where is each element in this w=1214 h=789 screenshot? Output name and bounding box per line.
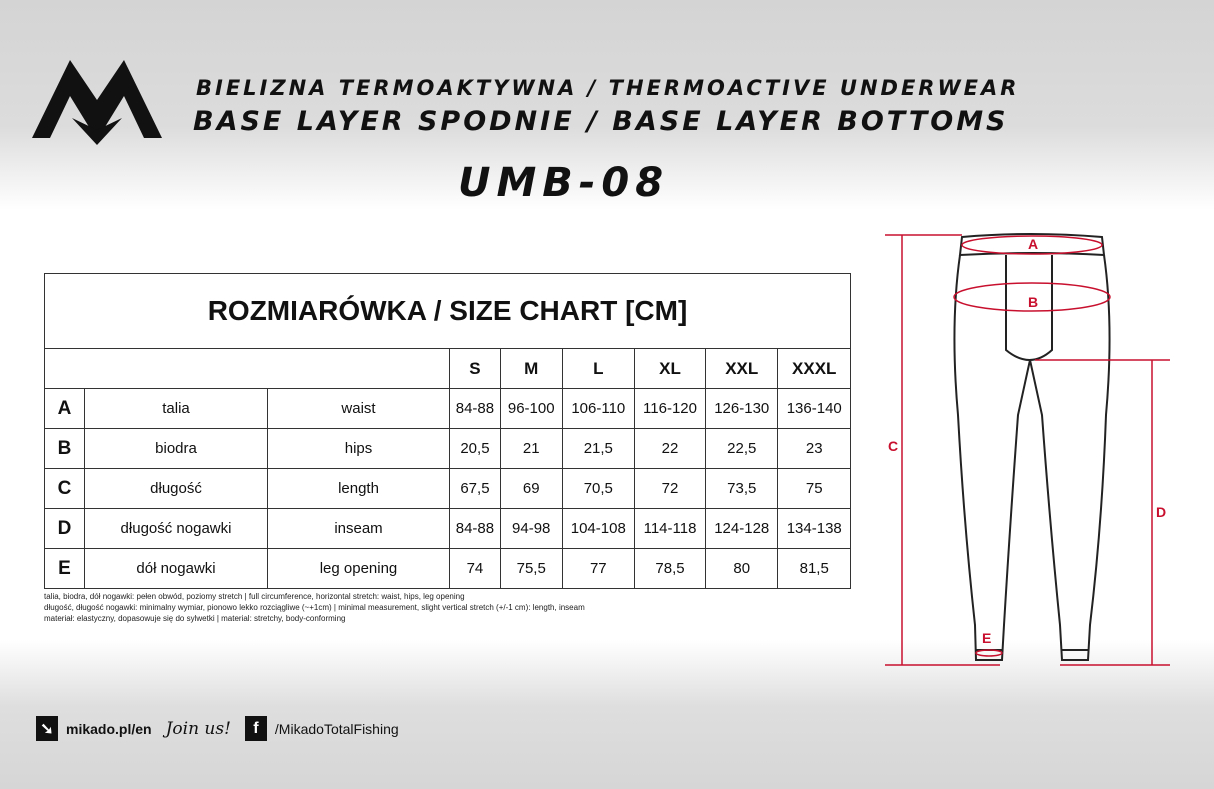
size-value: 73,5 [705, 468, 779, 509]
size-value: 81,5 [777, 548, 851, 589]
table-row: E dół nogawki leg opening 74 75,5 77 78,5 80 8… [44, 548, 851, 589]
footer: ➘ mikado.pl/en Join us! f /MikadoTotalFi… [36, 716, 399, 741]
row-label-pl: długość [84, 468, 268, 509]
size-value: 104-108 [561, 508, 636, 549]
table-row: D długość nogawki inseam 84-88 94-98 104-10… [44, 508, 851, 549]
row-label-pl: długość nogawki [84, 508, 268, 549]
table-title: ROZMIARÓWKA / SIZE CHART [CM] [44, 273, 851, 349]
size-value: 77 [561, 548, 636, 589]
pants-diagram: A B C D E [885, 233, 1170, 666]
size-value: 20,5 [449, 428, 501, 469]
size-value: 126-130 [705, 388, 779, 429]
size-l: L [561, 348, 636, 389]
cursor-icon: ➘ [36, 716, 58, 741]
size-xxxl: XXXL [777, 348, 851, 389]
row-label-en: inseam [267, 508, 450, 549]
note: długość, długość nogawki: minimalny wymi… [44, 603, 585, 612]
label-c: C [888, 438, 898, 454]
size-value: 23 [777, 428, 851, 469]
size-value: 70,5 [561, 468, 636, 509]
row-label-en: waist [267, 388, 450, 429]
size-header-row: S M L XL XXL XXXL [44, 348, 851, 389]
size-value: 75 [777, 468, 851, 509]
size-value: 67,5 [449, 468, 501, 509]
size-value: 22 [634, 428, 707, 469]
row-letter: D [44, 508, 85, 549]
size-value: 124-128 [705, 508, 779, 549]
note: materiał: elastyczny, dopasowuje się do … [44, 614, 346, 623]
table-row: C długość length 67,5 69 70,5 72 73,5 75 [44, 468, 851, 509]
size-xxl: XXL [705, 348, 779, 389]
table-row: A talia waist 84-88 96-100 106-110 116-120 12… [44, 388, 851, 429]
row-letter: B [44, 428, 85, 469]
join-us-text: Join us! [165, 718, 231, 739]
label-b: B [1028, 294, 1038, 310]
header-line1: Bielizna termoaktywna / Thermoactive und… [196, 76, 1020, 100]
size-value: 21,5 [561, 428, 636, 469]
size-value: 116-120 [634, 388, 707, 429]
size-value: 75,5 [499, 548, 563, 589]
row-letter: A [44, 388, 85, 429]
size-value: 80 [705, 548, 779, 589]
label-a: A [1028, 236, 1038, 252]
size-value: 134-138 [777, 508, 851, 549]
model-code: UMB-08 [458, 160, 670, 206]
label-e: E [982, 630, 991, 646]
row-label-pl: dół nogawki [84, 548, 268, 589]
size-value: 22,5 [705, 428, 779, 469]
background-bottom [0, 640, 1214, 789]
size-value: 74 [449, 548, 501, 589]
size-value: 72 [634, 468, 707, 509]
size-value: 78,5 [634, 548, 707, 589]
row-letter: E [44, 548, 85, 589]
header-line2: Base layer spodnie / Base layer bottoms [193, 106, 1009, 137]
row-letter: C [44, 468, 85, 509]
background-top [0, 0, 1214, 210]
size-value: 96-100 [499, 388, 563, 429]
label-d: D [1156, 504, 1166, 520]
size-chart-table: ROZMIARÓWKA / SIZE CHART [CM] S M L XL X… [44, 273, 851, 589]
size-xl: XL [634, 348, 707, 389]
footnotes: talia, biodra, dół nogawki: pełen obwód,… [44, 591, 585, 624]
size-value: 84-88 [449, 388, 501, 429]
size-value: 106-110 [561, 388, 636, 429]
note: talia, biodra, dół nogawki: pełen obwód,… [44, 592, 465, 601]
size-value: 84-88 [449, 508, 501, 549]
website-link[interactable]: mikado.pl/en [66, 720, 152, 737]
table-row: B biodra hips 20,5 21 21,5 22 22,5 23 [44, 428, 851, 469]
size-m: M [499, 348, 563, 389]
size-s: S [449, 348, 501, 389]
row-label-pl: talia [84, 388, 268, 429]
row-label-en: leg opening [267, 548, 450, 589]
size-value: 21 [499, 428, 563, 469]
facebook-link[interactable]: /MikadoTotalFishing [274, 720, 399, 737]
facebook-icon[interactable]: f [244, 716, 267, 741]
size-value: 94-98 [499, 508, 563, 549]
measure-lines [885, 234, 1170, 666]
size-value: 114-118 [634, 508, 707, 549]
row-label-en: hips [267, 428, 450, 469]
mikado-logo [32, 60, 162, 145]
row-label-en: length [267, 468, 450, 509]
size-value: 69 [499, 468, 563, 509]
size-value: 136-140 [777, 388, 851, 429]
row-label-pl: biodra [84, 428, 268, 469]
